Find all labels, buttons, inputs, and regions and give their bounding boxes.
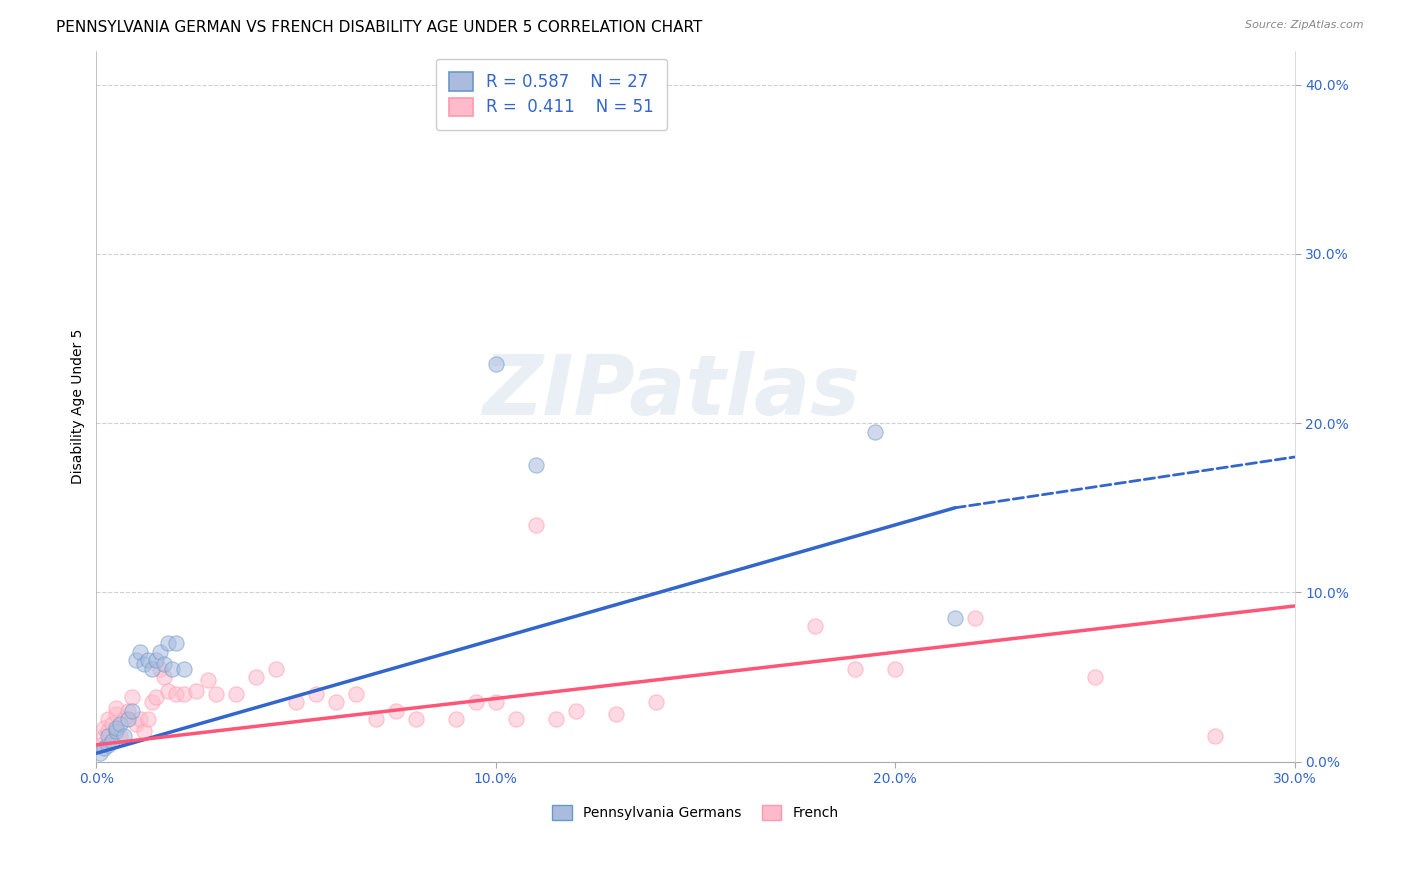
Y-axis label: Disability Age Under 5: Disability Age Under 5 xyxy=(72,328,86,483)
Text: ZIPatlas: ZIPatlas xyxy=(482,351,860,433)
Point xyxy=(136,653,159,667)
Point xyxy=(93,741,115,756)
Point xyxy=(605,707,627,722)
Point xyxy=(110,717,132,731)
Point xyxy=(93,729,115,743)
Point xyxy=(157,636,180,650)
Point xyxy=(405,713,427,727)
Point xyxy=(145,653,167,667)
Point xyxy=(186,683,208,698)
Point xyxy=(117,713,139,727)
Point xyxy=(153,657,176,671)
Point xyxy=(464,696,486,710)
Point xyxy=(385,704,408,718)
Point xyxy=(485,357,508,371)
Point xyxy=(162,662,184,676)
Point xyxy=(364,713,387,727)
Point xyxy=(97,738,120,752)
Point xyxy=(105,721,128,735)
Point xyxy=(125,717,148,731)
Point xyxy=(97,729,120,743)
Point xyxy=(444,713,467,727)
Point xyxy=(101,717,124,731)
Point xyxy=(105,700,128,714)
Point xyxy=(305,687,328,701)
Point xyxy=(149,645,172,659)
Point xyxy=(112,729,135,743)
Point xyxy=(844,662,866,676)
Point xyxy=(285,696,308,710)
Text: Source: ZipAtlas.com: Source: ZipAtlas.com xyxy=(1246,20,1364,29)
Point xyxy=(524,458,547,473)
Point xyxy=(205,687,228,701)
Point xyxy=(485,696,508,710)
Point xyxy=(129,645,152,659)
Point xyxy=(225,687,247,701)
Point xyxy=(93,721,115,735)
Point xyxy=(245,670,267,684)
Text: PENNSYLVANIA GERMAN VS FRENCH DISABILITY AGE UNDER 5 CORRELATION CHART: PENNSYLVANIA GERMAN VS FRENCH DISABILITY… xyxy=(56,20,703,35)
Point xyxy=(105,724,128,739)
Point xyxy=(134,657,156,671)
Point xyxy=(1204,729,1226,743)
Point xyxy=(544,713,567,727)
Point xyxy=(644,696,666,710)
Point xyxy=(325,696,347,710)
Point xyxy=(505,713,527,727)
Point xyxy=(97,724,120,739)
Point xyxy=(110,729,132,743)
Point xyxy=(89,738,111,752)
Point xyxy=(134,724,156,739)
Point xyxy=(884,662,907,676)
Point xyxy=(101,734,124,748)
Point xyxy=(804,619,827,633)
Point xyxy=(141,696,163,710)
Point xyxy=(157,683,180,698)
Point xyxy=(173,687,195,701)
Point xyxy=(173,662,195,676)
Point xyxy=(153,670,176,684)
Point xyxy=(1084,670,1107,684)
Point xyxy=(125,653,148,667)
Point xyxy=(963,611,986,625)
Point xyxy=(524,517,547,532)
Point xyxy=(121,704,143,718)
Point xyxy=(141,662,163,676)
Point xyxy=(89,746,111,760)
Point xyxy=(145,690,167,705)
Point xyxy=(564,704,586,718)
Point xyxy=(97,713,120,727)
Point xyxy=(121,690,143,705)
Point xyxy=(112,713,135,727)
Point xyxy=(344,687,367,701)
Point xyxy=(197,673,219,688)
Point xyxy=(149,662,172,676)
Legend: Pennsylvania Germans, French: Pennsylvania Germans, French xyxy=(547,799,844,826)
Point xyxy=(943,611,966,625)
Point xyxy=(136,713,159,727)
Point xyxy=(165,636,187,650)
Point xyxy=(264,662,287,676)
Point xyxy=(117,704,139,718)
Point xyxy=(129,713,152,727)
Point xyxy=(863,425,886,439)
Point xyxy=(165,687,187,701)
Point xyxy=(105,707,128,722)
